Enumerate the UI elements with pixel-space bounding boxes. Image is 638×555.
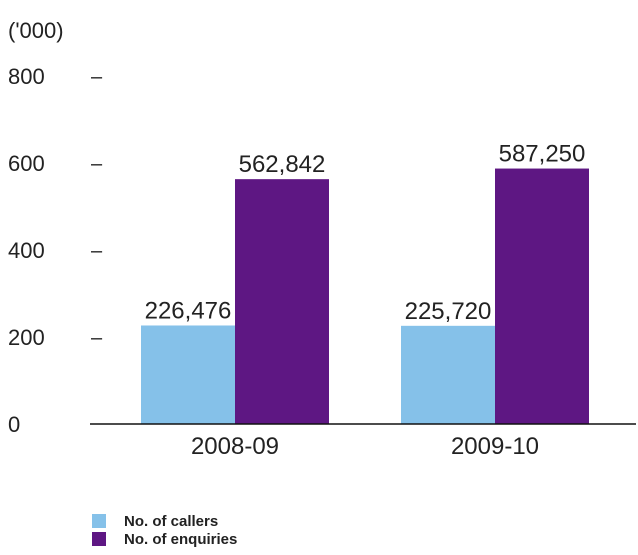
y-tick-mark: – [91,66,103,88]
bar-2009-10-enquiries [495,168,589,424]
bar-2009-10-callers [401,325,495,424]
bar-2008-09-enquiries [235,179,329,424]
y-tick-label-400: 400 [8,238,45,263]
legend-item-callers: No. of callers [92,512,237,530]
y-tick-label-600: 600 [8,151,45,176]
y-unit-label: ('000) [8,18,64,43]
y-axis: 0 200 – 400 – 600 – 800 – [8,64,103,437]
legend: No. of callers No. of enquiries [92,512,237,548]
x-tick-label-2009-10: 2009-10 [451,433,539,460]
bars [141,168,589,424]
legend-swatch-callers [92,514,106,528]
y-tick-label-800: 800 [8,64,45,89]
legend-swatch-enquiries [92,532,106,546]
legend-item-enquiries: No. of enquiries [92,530,237,548]
data-label-2008-09-callers: 226,476 [145,297,232,324]
y-tick-label-200: 200 [8,325,45,350]
bar-2008-09-callers [141,325,235,424]
data-labels: 226,476 562,842 225,720 587,250 [145,141,586,325]
x-axis: 2008-09 2009-10 [191,433,539,460]
data-label-2008-09-enquiries: 562,842 [239,151,326,178]
x-tick-label-2008-09: 2008-09 [191,433,279,460]
data-label-2009-10-enquiries: 587,250 [499,141,586,168]
y-tick-mark: – [91,153,103,175]
y-tick-mark: – [91,327,103,349]
data-label-2009-10-callers: 225,720 [405,298,492,325]
y-tick-label-0: 0 [8,412,20,437]
y-tick-mark: – [91,240,103,262]
legend-label-enquiries: No. of enquiries [124,530,238,548]
legend-label-callers: No. of callers [124,512,219,530]
